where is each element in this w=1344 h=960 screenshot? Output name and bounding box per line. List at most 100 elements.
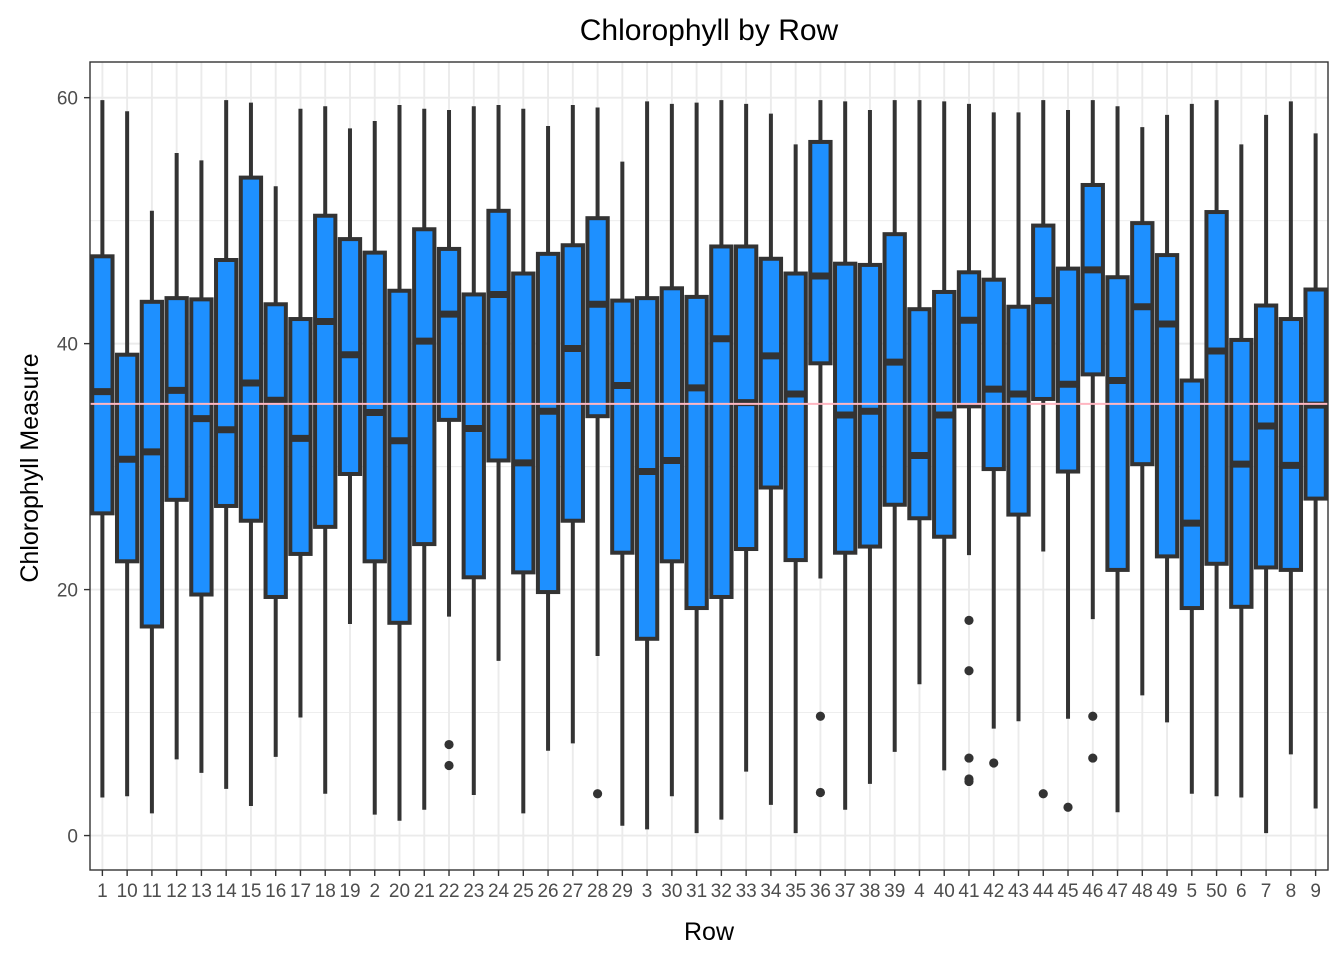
box-iqr — [659, 286, 685, 564]
x-tick-label: 44 — [1033, 881, 1055, 902]
box-18 — [313, 106, 338, 794]
x-tick-label: 20 — [389, 881, 410, 902]
box-6 — [1229, 144, 1254, 798]
x-tick-label: 23 — [463, 881, 484, 902]
box-38 — [857, 109, 883, 784]
box-29 — [610, 161, 635, 826]
x-tick-label: 6 — [1236, 881, 1247, 902]
box-41 — [956, 103, 982, 787]
box-27 — [560, 105, 585, 744]
outlier-point — [964, 666, 974, 676]
box-iqr — [684, 294, 709, 611]
box-33 — [733, 103, 759, 772]
x-tick-label: 35 — [785, 881, 806, 902]
box-47 — [1105, 106, 1130, 813]
panel-border — [89, 61, 1329, 871]
box-37 — [833, 101, 858, 810]
x-tick-label: 31 — [686, 881, 707, 902]
box-iqr — [758, 256, 784, 490]
box-iqr — [238, 175, 264, 523]
box-iqr — [857, 262, 883, 549]
box-21 — [412, 108, 437, 810]
box-iqr — [535, 251, 561, 595]
box-iqr — [436, 246, 462, 422]
box-iqr — [90, 254, 115, 516]
box-iqr — [189, 297, 214, 597]
box-50 — [1204, 100, 1229, 797]
x-tick-label: 47 — [1107, 881, 1128, 902]
outlier-point — [444, 760, 454, 771]
box-iqr — [387, 288, 412, 625]
x-tick-label: 38 — [859, 881, 880, 902]
x-tick-label: 41 — [958, 881, 979, 902]
x-tick-label: 7 — [1261, 881, 1272, 902]
y-axis-ticks: 0 20 40 60 — [57, 89, 90, 848]
box-26 — [535, 125, 561, 751]
x-tick-label: 46 — [1082, 881, 1103, 902]
box-43 — [1006, 112, 1031, 722]
box-iqr — [412, 227, 437, 547]
x-tick-label: 24 — [488, 881, 510, 902]
box-iqr — [1130, 221, 1155, 467]
box-39 — [882, 100, 907, 752]
box-46 — [1080, 100, 1105, 763]
box-11 — [139, 210, 165, 814]
box-iqr — [1154, 253, 1180, 559]
box-23 — [461, 106, 486, 795]
x-tick-label: 42 — [983, 881, 1004, 902]
outlier-point — [989, 758, 999, 768]
outlier-point — [592, 789, 603, 799]
box-group — [90, 100, 1328, 834]
x-tick-label: 16 — [265, 881, 286, 902]
x-tick-label: 49 — [1156, 881, 1177, 902]
outlier-point — [815, 711, 826, 721]
y-tick-label: 60 — [57, 89, 78, 110]
x-tick-label: 50 — [1206, 881, 1227, 902]
box-28 — [585, 107, 610, 799]
x-tick-label: 28 — [587, 881, 608, 902]
x-tick-label: 45 — [1057, 881, 1078, 902]
box-24 — [486, 105, 511, 661]
box-17 — [288, 108, 313, 718]
outlier-point — [1063, 802, 1073, 812]
box-iqr — [709, 244, 734, 599]
box-20 — [387, 105, 412, 821]
x-tick-label: 37 — [835, 881, 856, 902]
box-iqr — [1006, 304, 1031, 517]
box-16 — [263, 186, 288, 757]
box-iqr — [907, 307, 932, 521]
box-iqr — [733, 244, 759, 552]
box-36 — [808, 100, 833, 798]
box-iqr — [1031, 223, 1056, 401]
box-iqr — [1105, 275, 1130, 572]
box-iqr — [610, 298, 635, 555]
box-1 — [90, 100, 115, 798]
box-iqr — [486, 208, 511, 463]
box-3 — [634, 101, 660, 830]
x-tick-label: 4 — [914, 881, 925, 902]
box-iqr — [1080, 182, 1105, 377]
box-49 — [1154, 114, 1180, 723]
x-tick-label: 9 — [1310, 881, 1321, 902]
box-iqr — [362, 250, 387, 564]
outlier-point — [964, 776, 974, 787]
x-tick-label: 22 — [438, 881, 459, 902]
box-iqr — [1229, 337, 1254, 609]
x-axis-title: Row — [684, 918, 735, 946]
outlier-point — [444, 739, 454, 750]
box-8 — [1278, 101, 1304, 755]
x-tick-label: 15 — [240, 881, 261, 902]
box-iqr — [263, 302, 288, 599]
x-tick-label: 25 — [513, 881, 534, 902]
box-34 — [758, 113, 784, 805]
box-iqr — [956, 270, 982, 409]
y-axis-title: Chlorophyll Measure — [16, 353, 44, 582]
x-axis-ticks: 1 10 11 12 13 14 15 16 17 18 19 2 20 21 22 23 24 25 26 27 28… — [97, 870, 1321, 902]
x-tick-label: 17 — [290, 881, 311, 902]
outlier-point — [1038, 789, 1048, 799]
box-iqr — [560, 243, 585, 523]
box-10 — [114, 111, 140, 797]
chart-title: Chlorophyll by Row — [580, 14, 839, 47]
box-iqr — [313, 213, 338, 529]
box-42 — [981, 112, 1006, 768]
